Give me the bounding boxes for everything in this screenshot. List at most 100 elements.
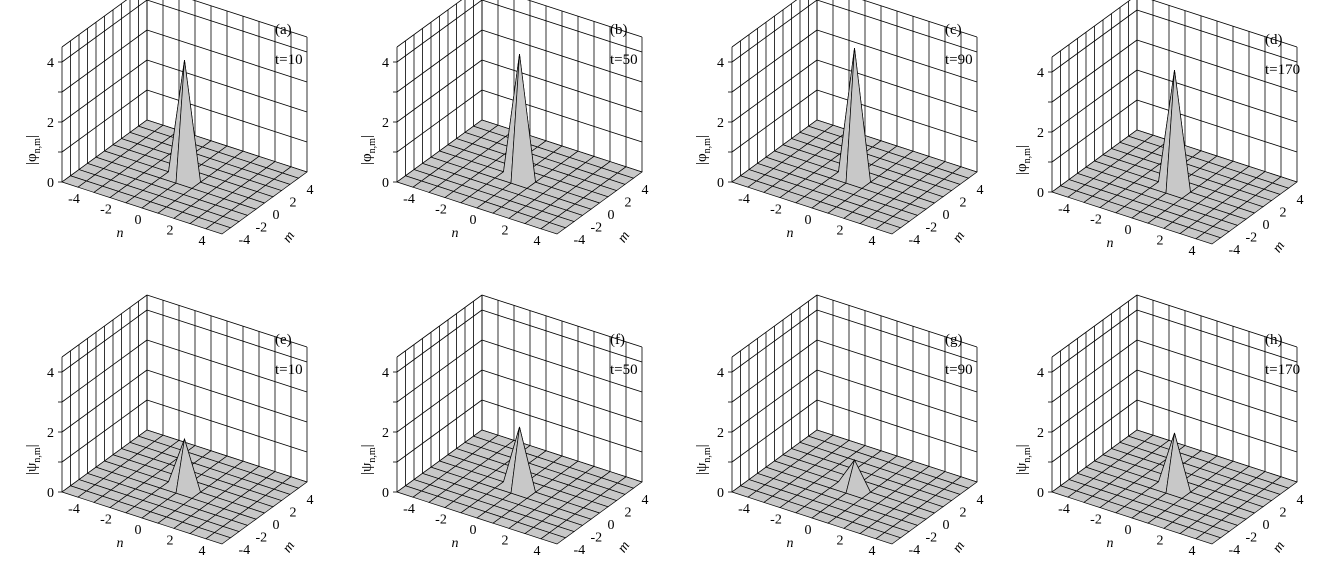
z-label-sub: n,m <box>1022 148 1033 164</box>
n-tick-label: 2 <box>837 533 844 548</box>
wall-gridline <box>396 369 483 433</box>
wall-gridline <box>481 399 643 453</box>
wall-gridline <box>816 89 978 143</box>
z-tick-label: 4 <box>717 56 724 71</box>
m-axis-label: m <box>280 539 298 556</box>
z-tick-label: 0 <box>1037 486 1044 501</box>
z-tick-label: 2 <box>1037 126 1044 141</box>
z-axis-label: |φn,m| <box>1014 145 1033 175</box>
m-axis-label: m <box>615 539 633 556</box>
wall-gridline <box>731 309 818 373</box>
z-label-sub: n,m <box>367 138 378 154</box>
n-axis-label: n <box>787 226 794 241</box>
z-label-symbol: φ <box>1014 163 1030 172</box>
wall-gridline <box>731 369 818 433</box>
m-axis-label: m <box>950 229 968 246</box>
z-tick-label: 2 <box>717 426 724 441</box>
z-label-symbol: ψ <box>694 462 710 472</box>
n-axis-label: n <box>117 226 124 241</box>
m-tick-label: 0 <box>1263 218 1270 233</box>
z-tick-label: 0 <box>47 486 54 501</box>
z-tick-label: 4 <box>1037 366 1044 381</box>
n-axis-label: n <box>1107 536 1114 551</box>
m-tick-label: 4 <box>642 183 649 198</box>
n-tick-label: 4 <box>1189 544 1196 559</box>
z-label-sub: n,m <box>702 138 713 154</box>
wall-gridline <box>481 339 643 393</box>
surface-cell <box>205 222 232 235</box>
m-tick-label: 2 <box>960 506 967 521</box>
z-label-symbol: ψ <box>24 462 40 472</box>
m-tick-label: -4 <box>574 543 586 558</box>
wall-gridline <box>731 29 818 93</box>
n-tick-label: 4 <box>1189 244 1196 259</box>
wall-gridline <box>731 0 798 48</box>
z-tick-label: 0 <box>382 486 389 501</box>
z-label-sub: n,m <box>1022 447 1033 463</box>
n-tick-label: 0 <box>1125 223 1132 238</box>
m-tick-label: 2 <box>625 196 632 211</box>
panel-label: (b) <box>610 22 628 38</box>
m-tick-label: -4 <box>1229 243 1241 258</box>
z-label-symbol: ψ <box>1014 462 1030 472</box>
wall-gridline <box>396 89 483 153</box>
wall-gridline <box>396 399 483 463</box>
n-tick-label: 2 <box>502 533 509 548</box>
m-tick-label: -2 <box>256 220 268 235</box>
chart-panel: 0 2 4 -4 -2 0 2 4 -4 -2 0 2 4 n m (a) t=10 |φn,m| <box>20 0 340 260</box>
n-tick-label: 0 <box>1125 523 1132 538</box>
n-tick-label: -4 <box>68 192 80 207</box>
m-axis-label: m <box>280 229 298 246</box>
wall-gridline <box>61 339 148 403</box>
z-label-sub: n,m <box>32 447 43 463</box>
n-tick-label: 2 <box>837 223 844 238</box>
n-tick-label: 4 <box>869 234 876 249</box>
chart-panel: 0 2 4 -4 -2 0 2 4 -4 -2 0 2 4 n m (c) t=90 |φn,m| <box>690 0 1010 260</box>
m-tick-label: -2 <box>591 530 603 545</box>
panel-label: (h) <box>1265 332 1283 348</box>
m-axis-label: m <box>950 539 968 556</box>
m-tick-label: 4 <box>977 183 984 198</box>
wall-gridline <box>396 339 483 403</box>
wall-gridline <box>1136 309 1298 363</box>
wall-gridline <box>61 29 148 93</box>
m-tick-label: -2 <box>1246 230 1258 245</box>
m-tick-label: 4 <box>307 183 314 198</box>
wall-gridline <box>816 29 978 83</box>
z-tick-label: 0 <box>382 176 389 191</box>
chart-panel: 0 2 4 -4 -2 0 2 4 -4 -2 0 2 4 n m (f) t=50 |ψn,m| <box>355 294 675 570</box>
chart-panel: 0 2 4 -4 -2 0 2 4 -4 -2 0 2 4 n m (g) t=90 |ψn,m| <box>690 294 1010 570</box>
wall-gridline <box>1051 0 1131 58</box>
m-axis-label: m <box>615 229 633 246</box>
wall-gridline <box>731 59 818 123</box>
wall-gridline <box>481 309 643 363</box>
n-tick-label: 2 <box>502 223 509 238</box>
n-tick-label: -2 <box>1090 513 1102 528</box>
m-tick-label: 0 <box>273 208 280 223</box>
chart-panel: 0 2 4 -4 -2 0 2 4 -4 -2 0 2 4 n m (b) t=50 |φn,m| <box>355 0 675 260</box>
wall-gridline <box>1051 99 1138 163</box>
wall-gridline <box>816 59 978 113</box>
z-tick-label: 4 <box>382 56 389 71</box>
m-tick-label: -2 <box>926 220 938 235</box>
n-tick-label: -4 <box>403 192 415 207</box>
wall-gridline <box>1136 69 1298 123</box>
n-tick-label: 4 <box>534 544 541 559</box>
wall-gridline <box>61 399 148 463</box>
wall-gridline <box>396 0 463 48</box>
z-tick-label: 2 <box>47 426 54 441</box>
z-tick-label: 0 <box>47 176 54 191</box>
m-axis-label: m <box>1270 239 1288 256</box>
m-tick-label: 2 <box>290 506 297 521</box>
wall-gridline <box>1151 0 1298 48</box>
z-label-sub: n,m <box>702 447 713 463</box>
m-tick-label: 0 <box>1263 518 1270 533</box>
wall-gridline <box>1136 399 1298 453</box>
wall-gridline <box>146 399 308 453</box>
wall-gridline <box>1051 369 1138 433</box>
wall-gridline <box>481 369 643 423</box>
m-tick-label: 2 <box>1280 206 1287 221</box>
z-label-sub: n,m <box>32 138 43 154</box>
z-tick-label: 4 <box>717 366 724 381</box>
